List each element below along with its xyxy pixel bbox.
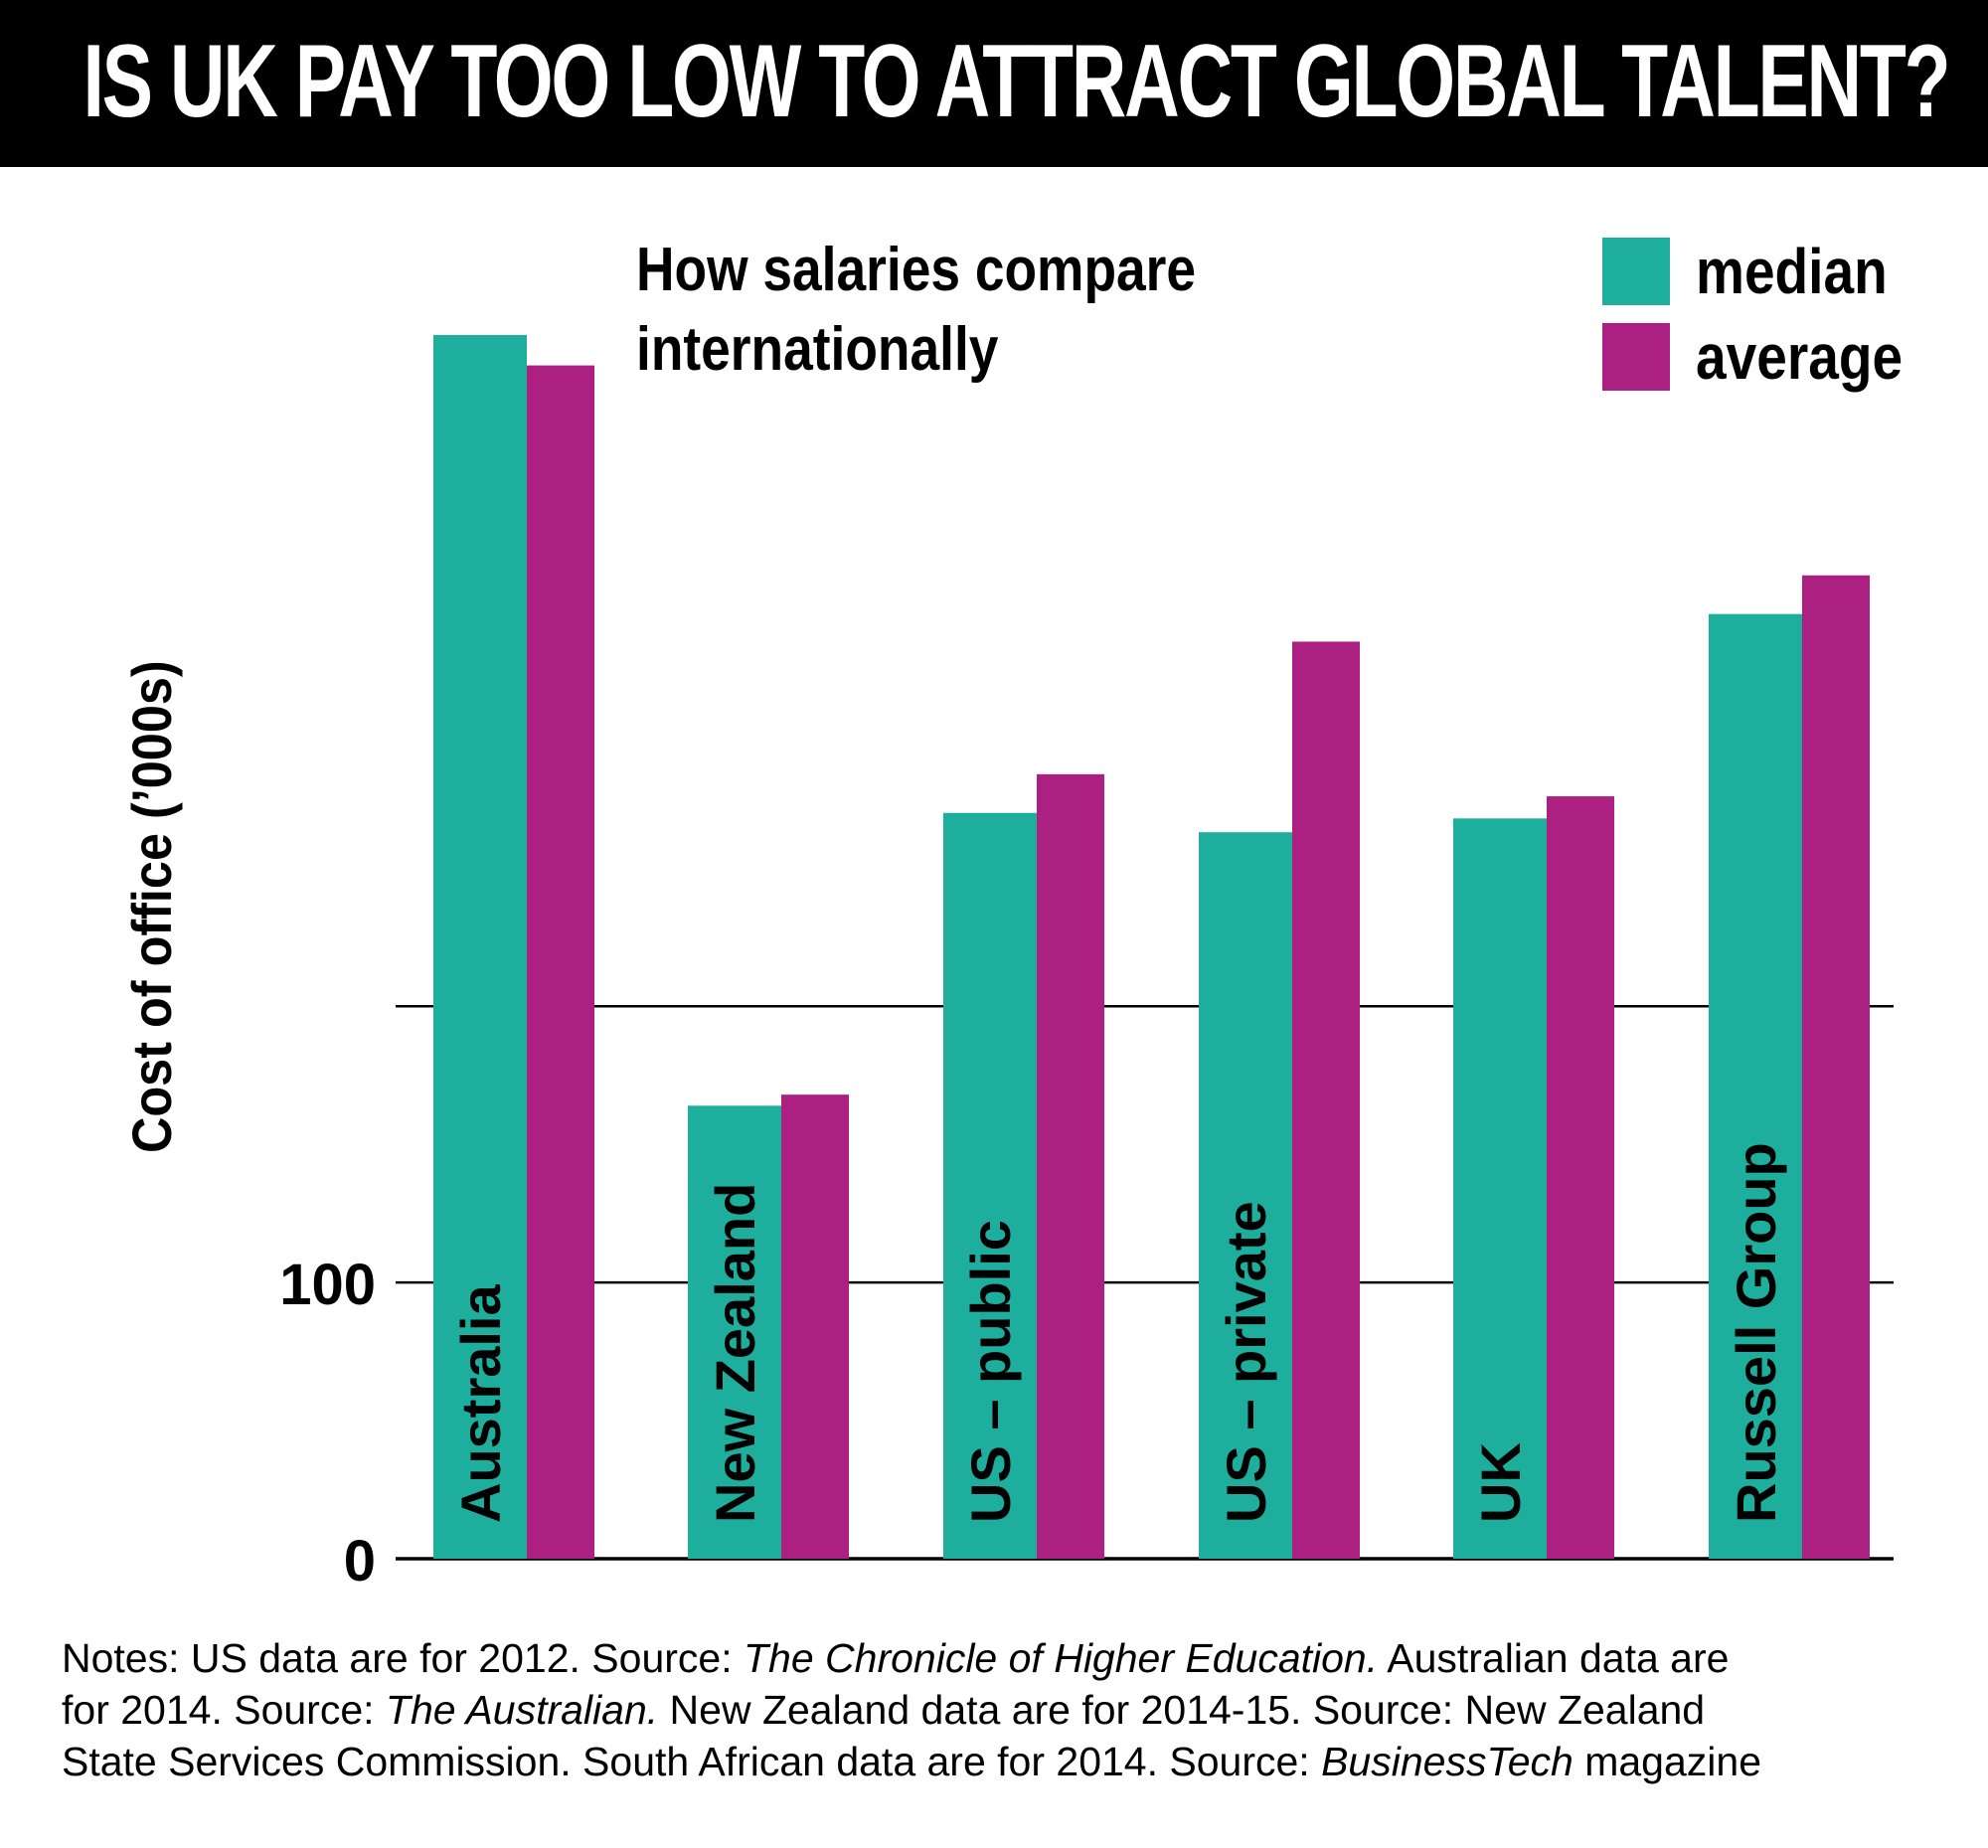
notes-line-2: for 2014. Source: The Australian. New Ze… (62, 1684, 1950, 1736)
notes-segment: New Zealand data are for 2014-15. Source… (658, 1687, 1706, 1733)
bar-chart: 0 100 Australia New Zealand US – public US – … (279, 335, 1894, 1591)
y-tick-label-100: 100 (279, 1253, 376, 1317)
bar-average-russell-group (1802, 575, 1870, 1559)
chart-subtitle-line-1: How salaries compare (636, 236, 1197, 304)
y-tick-label-0: 0 (344, 1529, 376, 1591)
legend-item-average: average (1602, 320, 1936, 394)
bar-median-australia (433, 335, 527, 1560)
category-label-us-public: US – public (959, 1220, 1022, 1523)
bar-median-new-zealand (688, 1105, 781, 1559)
header-bar: IS UK PAY TOO LOW TO ATTRACT GLOBAL TALE… (0, 0, 1988, 167)
notes-segment: for 2014. Source: (62, 1687, 386, 1733)
notes-segment: Notes: US data are for 2012. Source: (62, 1635, 744, 1681)
bar-average-australia (527, 365, 594, 1559)
notes-segment: magazine (1573, 1739, 1761, 1784)
bar-average-new-zealand (781, 1094, 849, 1559)
bar-average-us-public (1037, 773, 1104, 1559)
legend-swatch-median (1602, 238, 1670, 305)
bar-median-us-public (943, 812, 1037, 1559)
bar-average-us-private (1292, 641, 1360, 1559)
notes-line-3: State Services Commission. South African… (62, 1736, 1950, 1787)
category-label-new-zealand: New Zealand (704, 1183, 766, 1523)
bar-median-us-private (1199, 832, 1292, 1559)
legend-item-median: median (1602, 235, 1918, 308)
category-label-us-private: US – private (1215, 1201, 1277, 1523)
chart-notes: Notes: US data are for 2012. Source: The… (62, 1632, 1950, 1787)
notes-segment: BusinessTech (1321, 1739, 1574, 1784)
category-label-uk: UK (1469, 1442, 1532, 1523)
legend-label-average: average (1696, 321, 1904, 393)
category-label-australia: Australia (449, 1284, 512, 1523)
notes-line-1: Notes: US data are for 2012. Source: The… (62, 1632, 1950, 1684)
page-title: IS UK PAY TOO LOW TO ATTRACT GLOBAL TALE… (83, 24, 1950, 139)
chart-subtitle-line-2: internationally (636, 315, 999, 384)
notes-segment: State Services Commission. South African… (62, 1739, 1322, 1784)
chart-subtitle: How salaries compare internationally (636, 231, 1196, 390)
legend-label-median: median (1696, 236, 1888, 307)
bar-median-uk (1453, 818, 1547, 1559)
notes-segment: The Chronicle of Higher Education. (744, 1635, 1379, 1681)
notes-segment: The Australian. (385, 1687, 659, 1733)
legend-swatch-average (1602, 323, 1670, 391)
notes-segment: Australian data are (1378, 1635, 1730, 1681)
category-label-russell-group: Russell Group (1725, 1142, 1787, 1523)
bar-median-russell-group (1709, 613, 1802, 1559)
bar-average-uk (1547, 796, 1614, 1559)
